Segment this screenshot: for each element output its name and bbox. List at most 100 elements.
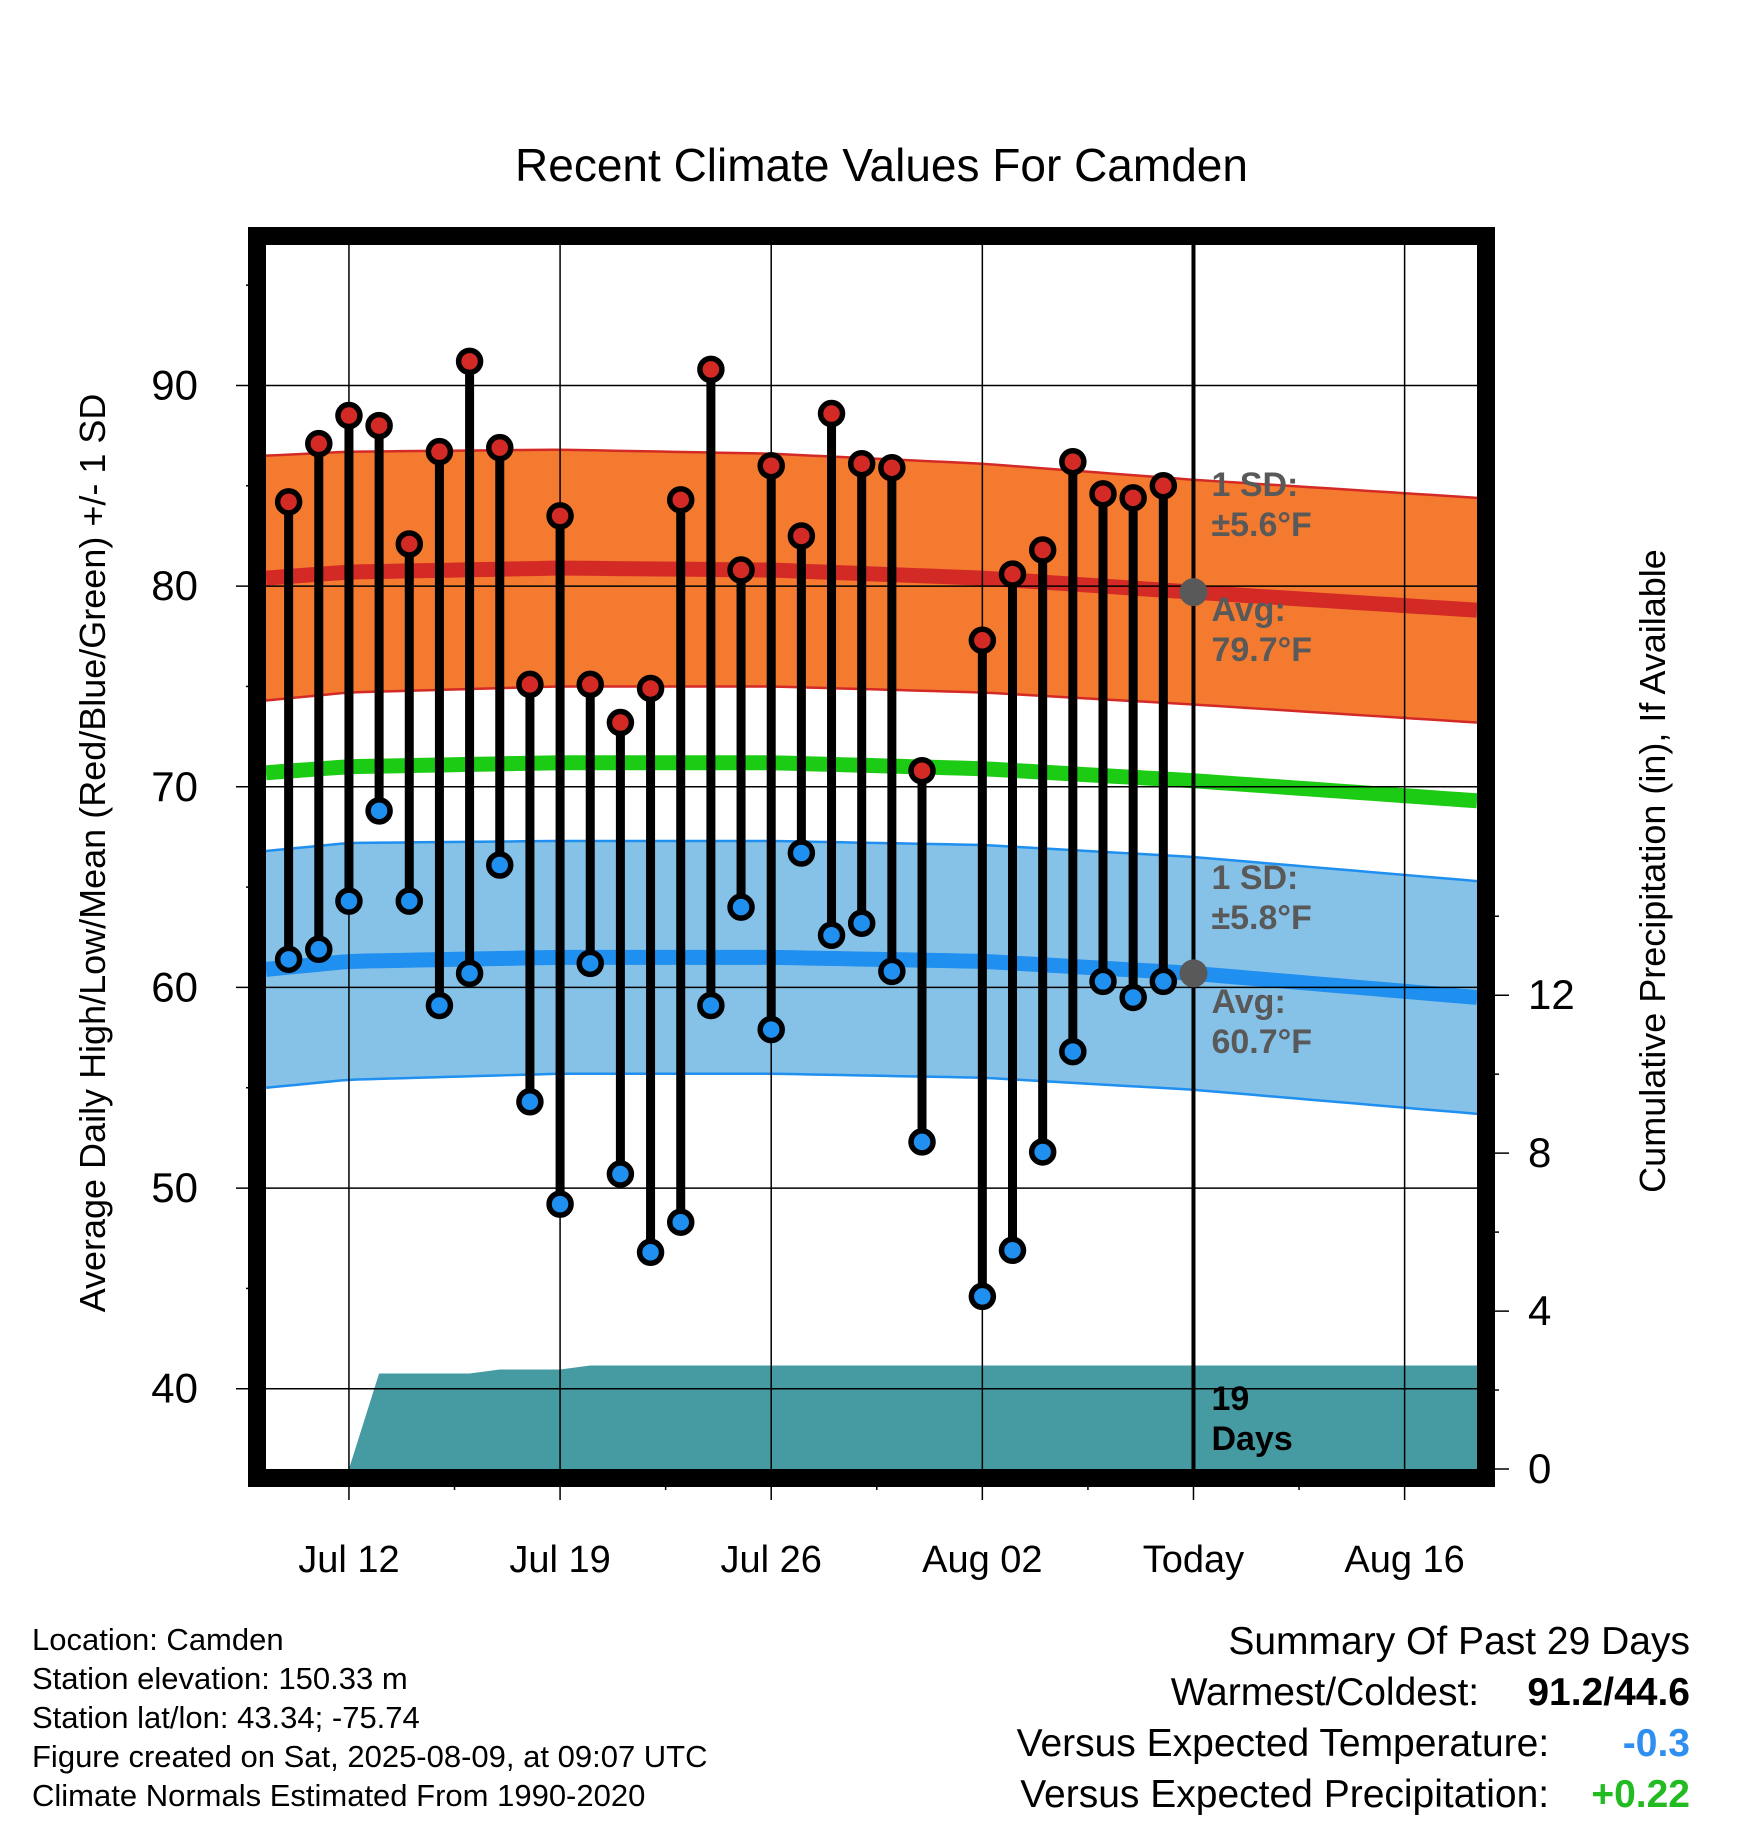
high-point (546, 502, 574, 530)
high-point (395, 530, 424, 558)
chart-title: Recent Climate Values For Camden (515, 139, 1248, 191)
low-point (305, 935, 333, 964)
plot-frame (248, 227, 1495, 1487)
summary-panel: Summary Of Past 29 Days Warmest/Coldest:… (1017, 1616, 1690, 1820)
low-point (486, 851, 514, 879)
low-point (998, 1236, 1027, 1265)
precip-days-annotation-line: 19 (1211, 1380, 1249, 1418)
high-point (757, 451, 785, 480)
y-tick-label: 90 (151, 361, 198, 408)
high-sd-annotation: 1 SD:±5.6°F (1211, 466, 1311, 544)
high-avg-annotation: Avg:79.7°F (1211, 591, 1312, 669)
low-point (968, 1282, 997, 1311)
high-avg-annotation-line: Avg: (1211, 591, 1285, 629)
y-axis-right: 0 4 8 12 Cumulative Precipitation (in), If A… (1487, 549, 1673, 1492)
summary-warmest-row: Warmest/Coldest: 91.2/44.6 (1017, 1667, 1690, 1718)
y2-axis-title: Cumulative Precipitation (in), If Availa… (1632, 549, 1673, 1193)
low-point (395, 887, 424, 915)
high-point (727, 556, 755, 584)
low-point (335, 887, 363, 915)
low-point (697, 991, 725, 1020)
normal-mean-line (266, 755, 1477, 809)
low-point (757, 1015, 785, 1044)
high-point (365, 411, 393, 440)
low-point (1059, 1037, 1087, 1066)
low-point (365, 797, 393, 825)
low-point (1028, 1138, 1057, 1166)
high-point (817, 399, 846, 428)
high-avg-annotation-line: 79.7°F (1211, 631, 1312, 669)
high-point (878, 453, 906, 482)
low-point (606, 1160, 635, 1188)
high-point (606, 708, 635, 737)
high-point (636, 674, 665, 703)
high-point (305, 429, 333, 458)
warmest-label: Warmest/Coldest: (1170, 1671, 1480, 1714)
low-point (666, 1208, 695, 1236)
y-tick-label: 60 (151, 963, 198, 1010)
low-point (636, 1238, 665, 1267)
low-point (425, 991, 454, 1020)
temp-vs-expected-label: Versus Expected Temperature: (1016, 1722, 1550, 1765)
low-point (516, 1088, 544, 1116)
low-point (455, 959, 484, 988)
low-sd-band (266, 840, 1477, 1114)
high-sd-annotation-line: 1 SD: (1211, 466, 1298, 504)
today-low-avg-marker (1179, 959, 1208, 988)
high-point (425, 437, 454, 466)
elevation-text: Station elevation: 150.33 m (32, 1661, 408, 1696)
high-point (1059, 447, 1087, 476)
y-axis-left: 40 50 60 70 80 90 Average Daily High/Low/Mean … (72, 284, 257, 1412)
low-sd-annotation-line: ±5.8°F (1211, 899, 1311, 937)
y2-tick-label: 4 (1528, 1287, 1551, 1334)
high-point (1089, 480, 1117, 508)
high-point (576, 670, 604, 699)
high-point (697, 355, 725, 384)
y2-tick-label: 8 (1528, 1129, 1551, 1176)
warmest-value: 91.2/44.6 (1527, 1671, 1690, 1714)
low-point (787, 839, 816, 867)
low-point (908, 1128, 936, 1156)
low-avg-annotation-line: 60.7°F (1211, 1023, 1312, 1061)
low-point (817, 921, 846, 950)
normals-text: Climate Normals Estimated From 1990-2020 (32, 1778, 646, 1813)
precip-area (348, 1365, 1477, 1469)
y-tick-label: 80 (151, 562, 198, 609)
high-point (1119, 484, 1147, 512)
y2-tick-label: 12 (1528, 971, 1575, 1018)
low-avg-annotation: Avg:60.7°F (1211, 983, 1312, 1061)
y-tick-label: 70 (151, 763, 198, 810)
precip-days-annotation-line: Days (1211, 1420, 1292, 1458)
low-point (546, 1190, 574, 1218)
high-point (335, 401, 363, 430)
high-point (666, 486, 695, 514)
today-high-avg-marker (1179, 578, 1208, 607)
high-point (968, 626, 997, 655)
high-point (998, 560, 1027, 588)
x-tick-label: Jul 19 (509, 1539, 610, 1581)
precip-vs-expected-value: +0.22 (1591, 1773, 1690, 1816)
x-tick-label: Aug 02 (922, 1539, 1042, 1581)
y-axis-title: Average Daily High/Low/Mean (Red/Blue/Gr… (72, 394, 113, 1313)
x-tick-label: Today (1143, 1539, 1244, 1581)
y2-tick-label: 0 (1528, 1445, 1551, 1492)
location-text: Location: Camden (32, 1622, 284, 1657)
low-point (878, 957, 906, 986)
low-point (727, 893, 755, 921)
low-point (1149, 967, 1178, 996)
summary-precip-row: Versus Expected Precipitation: +0.22 (1017, 1769, 1690, 1820)
high-point (908, 756, 936, 785)
y-tick-label: 40 (151, 1365, 198, 1412)
low-sd-band-lower-edge (266, 1072, 1477, 1116)
latlon-text: Station lat/lon: 43.34; -75.74 (32, 1700, 420, 1735)
temp-vs-expected-value: -0.3 (1622, 1722, 1690, 1765)
high-point (1028, 536, 1057, 564)
high-point (455, 347, 484, 376)
x-tick-label: Aug 16 (1344, 1539, 1464, 1581)
summary-title: Summary Of Past 29 Days (1228, 1620, 1690, 1663)
high-point (274, 488, 303, 516)
